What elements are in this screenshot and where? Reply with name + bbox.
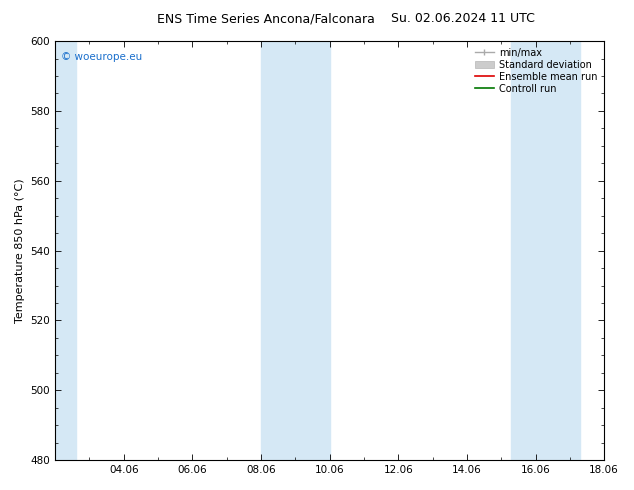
Text: Su. 02.06.2024 11 UTC: Su. 02.06.2024 11 UTC [391,12,534,25]
Bar [261,41,330,460]
Bar [55,41,75,460]
Bar [512,41,580,460]
Text: © woeurope.eu: © woeurope.eu [61,51,142,62]
Legend: min/max, Standard deviation, Ensemble mean run, Controll run: min/max, Standard deviation, Ensemble me… [472,46,599,96]
Y-axis label: Temperature 850 hPa (°C): Temperature 850 hPa (°C) [15,178,25,323]
Text: ENS Time Series Ancona/Falconara: ENS Time Series Ancona/Falconara [157,12,375,25]
